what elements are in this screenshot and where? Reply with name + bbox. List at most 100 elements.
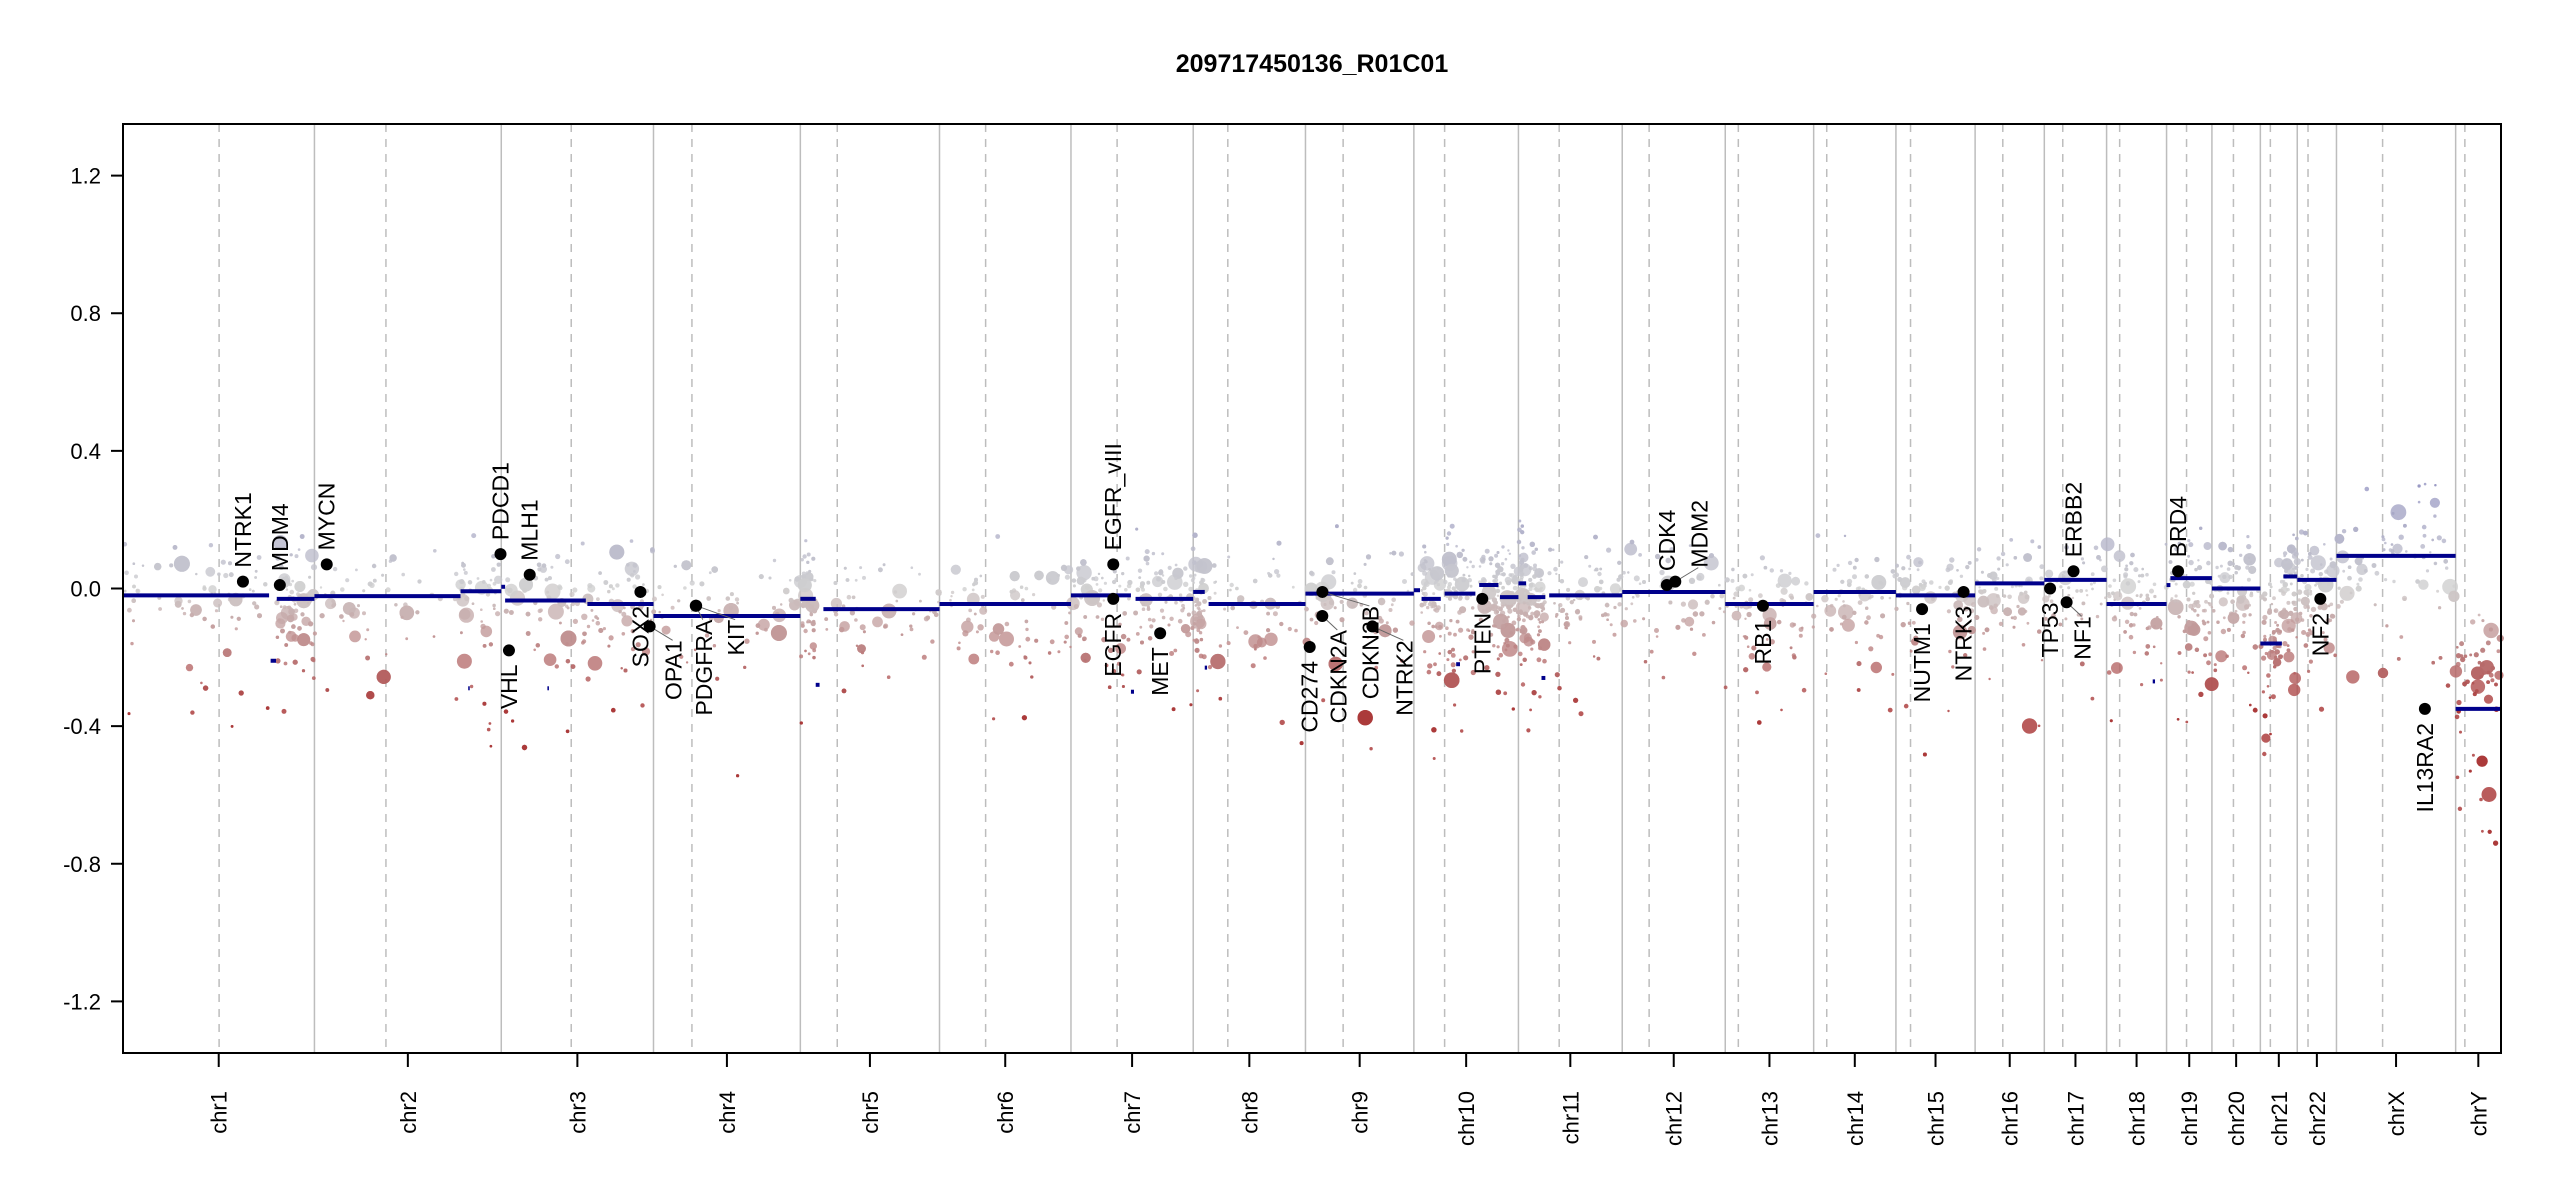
- probe-point: [2339, 599, 2344, 604]
- probe-point: [1687, 599, 1699, 610]
- probe-point: [2208, 652, 2213, 657]
- probe-point: [503, 608, 509, 614]
- probe-point: [2396, 657, 2401, 661]
- probe-point: [2206, 620, 2210, 624]
- probe-point: [311, 676, 316, 680]
- axes: chr1 chr2 chr3 chr4 chr5 chr6 chr7 chr8 chr9 chr1…: [63, 164, 2491, 1146]
- probe-point: [2494, 682, 2498, 687]
- probe-point: [1492, 579, 1496, 583]
- probe-point: [1196, 689, 1200, 693]
- probe-point: [1080, 559, 1087, 566]
- probe-point: [2390, 549, 2395, 554]
- probe-point: [2300, 596, 2310, 606]
- probe-point: [2392, 579, 2396, 584]
- probe-point: [366, 691, 375, 700]
- probe-point: [855, 644, 859, 647]
- probe-point: [2093, 545, 2099, 551]
- probe-point: [1124, 588, 1128, 592]
- probe-point: [1197, 616, 1201, 620]
- probe-point: [1541, 607, 1546, 611]
- probe-point: [544, 583, 561, 600]
- probe-point: [1804, 581, 1809, 586]
- probe-point: [2140, 683, 2144, 687]
- probe-point: [1558, 603, 1563, 608]
- probe-point: [2149, 588, 2154, 594]
- probe-point: [1847, 560, 1853, 566]
- probe-point: [1309, 570, 1314, 576]
- probe-point: [1534, 586, 1538, 590]
- gene-label: CDKN2A: [1325, 629, 1351, 723]
- probe-point: [1021, 598, 1025, 602]
- probe-point: [1537, 618, 1541, 621]
- probe-point: [2194, 647, 2200, 652]
- probe-point: [1918, 560, 1922, 565]
- probe-point: [1688, 544, 1692, 547]
- probe-point: [357, 604, 360, 608]
- probe-point: [2037, 545, 2042, 549]
- probe-point: [1560, 560, 1564, 564]
- y-tick-label: -0.4: [63, 714, 101, 739]
- probe-point: [2020, 585, 2023, 588]
- probe-point: [1982, 631, 1986, 635]
- probe-point: [1095, 615, 1100, 619]
- probe-point: [2081, 601, 2086, 606]
- probe-point: [2247, 556, 2251, 560]
- probe-point: [2303, 530, 2308, 536]
- probe-point: [595, 620, 601, 626]
- probe-point: [1976, 547, 1982, 552]
- probe-point: [1466, 566, 1469, 569]
- probe-point: [961, 620, 974, 633]
- probe-point: [1528, 615, 1534, 621]
- probe-point: [1599, 567, 1603, 571]
- probe-point: [1900, 577, 1911, 588]
- probe-point: [1642, 617, 1646, 621]
- probe-point: [2431, 538, 2434, 542]
- probe-point: [169, 563, 174, 568]
- probe-point: [405, 637, 409, 641]
- probe-point: [2445, 683, 2451, 688]
- probe-point: [2323, 642, 2335, 654]
- probe-point: [1095, 583, 1099, 586]
- probe-point: [1792, 655, 1797, 660]
- probe-point: [2262, 591, 2268, 597]
- probe-point: [638, 605, 643, 611]
- probe-point: [1325, 557, 1334, 566]
- probe-point: [1202, 609, 1206, 613]
- probe-point: [1114, 577, 1118, 581]
- probe-point: [808, 620, 812, 624]
- probe-point: [1868, 646, 1874, 652]
- probe-point: [2194, 567, 2198, 572]
- probe-point: [2159, 627, 2163, 630]
- probe-point: [1951, 665, 1955, 669]
- probe-point: [254, 569, 258, 573]
- gene-label: CDK4: [1654, 509, 1680, 571]
- probe-point: [1832, 567, 1837, 572]
- probe-point: [2385, 624, 2389, 628]
- probe-point: [1512, 585, 1518, 591]
- probe-point: [1108, 647, 1114, 654]
- probe-point: [689, 580, 695, 586]
- probe-point: [2479, 797, 2483, 802]
- probe-point: [2222, 616, 2226, 620]
- probe-point: [1531, 550, 1536, 555]
- probe-point: [134, 574, 138, 579]
- probe-point: [1522, 618, 1526, 623]
- probe-point: [1207, 665, 1213, 670]
- probe-point: [811, 556, 816, 561]
- probe-point: [2288, 683, 2301, 697]
- probe-point: [349, 612, 355, 617]
- probe-point: [1529, 708, 1532, 712]
- probe-point: [736, 774, 740, 778]
- probe-point: [1112, 579, 1117, 585]
- gene-label: MYCN: [314, 483, 340, 551]
- probe-point: [2422, 533, 2427, 538]
- probe-point: [2218, 597, 2228, 607]
- probe-point: [1908, 567, 1911, 571]
- probe-point: [1530, 647, 1534, 651]
- probe-point: [2481, 829, 2484, 833]
- gene-point: [643, 620, 656, 633]
- probe-point: [2433, 514, 2437, 518]
- probe-point: [2090, 696, 2095, 701]
- probe-point: [2234, 609, 2238, 613]
- probe-point: [1426, 605, 1430, 610]
